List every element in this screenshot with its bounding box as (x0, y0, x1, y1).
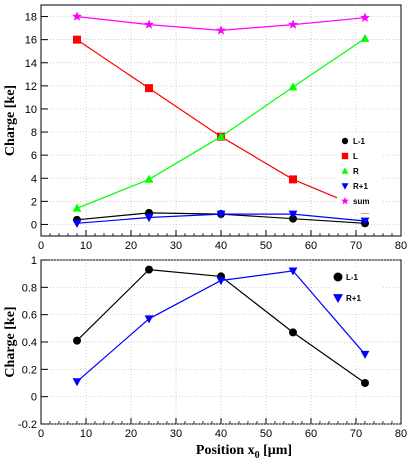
legend-label-r: R (353, 167, 359, 176)
x-tick-label: 60 (305, 428, 317, 440)
x-axis-label-subscript: 0 (255, 450, 260, 461)
y-tick-label: -0.2 (18, 419, 37, 431)
data-point-r (144, 174, 154, 183)
x-tick-label: 40 (215, 240, 227, 252)
x-axis-label: Position x0 [μm] (196, 443, 292, 461)
data-point-l (145, 84, 153, 93)
x-tick-label: 60 (305, 240, 317, 252)
data-point-l-1 (289, 328, 297, 337)
legend-label-r+1: R+1 (346, 294, 361, 303)
top-chart-panel: 0 10 20 30 40 50 60 70 80 0 2 4 6 8 10 12 14 16 18 L-1 LR R+1… (3, 4, 407, 252)
legend-label-r+1: R+1 (353, 182, 368, 191)
data-point-l (73, 35, 81, 44)
data-point-r (216, 132, 226, 141)
data-point-l-1 (145, 265, 153, 274)
data-point-r+1 (360, 350, 370, 359)
data-point-l (289, 175, 297, 184)
x-tick-label: 30 (170, 428, 182, 440)
y-tick-label: 2 (31, 196, 37, 208)
data-point-r+1 (72, 378, 82, 387)
legend-marker-l (341, 152, 349, 160)
data-point-sum (144, 19, 154, 29)
y-tick-label: 0.6 (22, 310, 37, 322)
data-point-r+1 (288, 210, 298, 219)
legend-label-sum: sum (353, 197, 369, 206)
y-tick-label: 6 (31, 150, 37, 162)
x-tick-label: 70 (350, 240, 362, 252)
data-point-sum (216, 25, 226, 35)
bottom-chart-panel: 0 10 20 30 40 50 60 70 80-0.200.20.40.60.81L-1R+… (3, 255, 407, 461)
y-tick-label: 18 (25, 12, 37, 24)
legend-marker-r (341, 167, 349, 174)
x-tick-label: 70 (350, 428, 362, 440)
data-point-r+1 (360, 217, 370, 226)
y-tick-label: 4 (31, 173, 37, 185)
x-tick-label: 50 (260, 240, 272, 252)
x-tick-label: 30 (170, 240, 182, 252)
legend-marker-l-1 (333, 272, 343, 282)
x-tick-label: 50 (260, 428, 272, 440)
y-tick-label: 1 (31, 255, 37, 267)
data-point-r+1 (144, 315, 154, 324)
legend-marker-r+1 (341, 183, 349, 190)
x-tick-label: 10 (80, 240, 92, 252)
x-tick-label: 80 (395, 240, 407, 252)
legend: L-1 LR R+1 sum (337, 133, 383, 213)
data-point-sum (72, 11, 82, 21)
y-tick-label: 16 (25, 35, 37, 47)
legend-label-l: L (353, 152, 358, 161)
data-point-r (288, 82, 298, 91)
data-point-r+1 (288, 267, 298, 276)
y-tick-label: 0 (31, 392, 37, 404)
x-axis-label-main: Position x (196, 443, 255, 458)
y-axis-label: Charge [ke] (3, 85, 18, 156)
x-axis-label-unit: [μm] (260, 443, 292, 458)
legend-marker-l-1 (341, 137, 349, 145)
y-tick-label: 10 (25, 104, 37, 116)
data-point-r+1 (216, 210, 226, 219)
legend-label-l-1: L-1 (346, 273, 359, 282)
y-tick-label: 0.2 (22, 364, 37, 376)
data-point-l-1 (73, 336, 81, 345)
data-point-sum (288, 19, 298, 29)
x-tick-label: 20 (125, 428, 137, 440)
data-point-r (72, 203, 82, 212)
data-point-r+1 (144, 214, 154, 223)
data-point-r (360, 33, 370, 42)
legend-marker-sum (341, 196, 349, 205)
y-tick-label: 0 (31, 219, 37, 231)
x-tick-label: 80 (395, 428, 407, 440)
y-tick-label: 14 (25, 58, 37, 70)
y-tick-label: 0.4 (22, 337, 37, 349)
legend-label-l-1: L-1 (353, 137, 366, 146)
data-point-l-1 (289, 214, 297, 223)
data-point-sum (360, 12, 370, 22)
y-tick-label: 12 (25, 81, 37, 93)
x-tick-label: 10 (80, 428, 92, 440)
data-point-r+1 (216, 277, 226, 286)
x-tick-label: 0 (38, 428, 44, 440)
data-point-l-1 (361, 379, 369, 387)
y-axis-label: Charge [ke] (3, 306, 18, 377)
y-tick-label: 8 (31, 127, 37, 139)
x-tick-label: 40 (215, 428, 227, 440)
data-point-r+1 (72, 219, 82, 228)
y-tick-label: 0.8 (22, 282, 37, 294)
x-tick-label: 20 (125, 240, 137, 252)
legend: L-1 R+1 (330, 268, 382, 312)
x-tick-label: 0 (38, 240, 44, 252)
legend-marker-r+1 (333, 294, 343, 304)
